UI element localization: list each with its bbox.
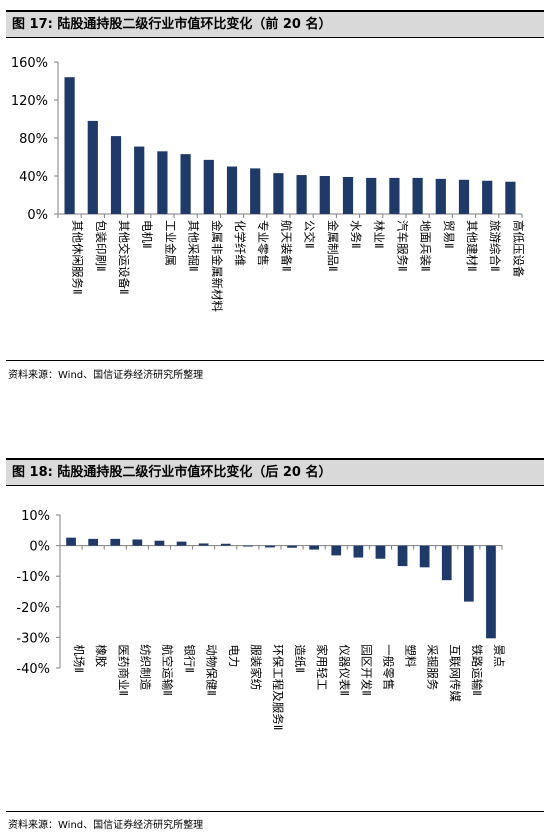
x-tick-label: 金属非金属新材料 [210,220,224,312]
bar [397,545,408,567]
bar [463,545,474,602]
x-tick-label: 其他休闲服务Ⅱ [71,220,85,295]
bar [132,539,143,546]
x-tick-label: 高低压设备 [511,220,525,278]
bar [88,538,99,546]
bar [342,176,354,214]
x-tick-label: 地面兵装Ⅱ [419,220,433,272]
x-tick-label: 橡胶 [94,644,108,667]
x-tick-label: 包装印刷Ⅱ [94,220,108,272]
y-tick-label: 0% [29,540,50,555]
x-tick-label: 其他建材Ⅱ [465,220,479,272]
figure-18-title: 图 18: 陆股通持股二级行业市值环比变化（后 20 名） [6,458,544,486]
bar [265,545,275,548]
x-tick-label: 旅游综合Ⅱ [488,220,502,272]
x-tick-label: 采掘服务 [426,644,440,690]
y-tick-label: 0% [27,208,48,223]
x-tick-label: 公交Ⅱ [303,220,317,249]
bar [198,543,209,546]
x-tick-label: 造纸Ⅱ [293,644,307,673]
bar [412,177,423,214]
x-tick-label: 机场Ⅱ [72,644,86,673]
figure-17-title: 图 17: 陆股通持股二级行业市值环比变化（前 20 名） [6,10,544,38]
bar [319,176,330,214]
bar [64,77,75,214]
x-tick-label: 其他交运设备Ⅱ [117,220,131,295]
bar [482,180,493,214]
x-tick-label: 银行Ⅱ [183,644,197,673]
x-tick-label: 其他采掘Ⅱ [187,220,201,272]
bar [226,166,238,214]
bar [435,178,446,214]
bar [389,177,400,214]
x-tick-label: 专业零售 [256,220,270,266]
x-tick-label: 园区开发Ⅱ [359,644,373,696]
y-tick-label: -20% [16,601,50,616]
x-tick-label: 互联网传媒 [448,644,462,702]
bar [110,538,121,546]
bar [157,151,168,214]
bar [87,120,98,214]
bar [375,545,386,559]
bar [134,146,145,214]
x-tick-label: 贸易Ⅱ [442,220,456,249]
bar [419,545,430,568]
x-tick-label: 景点 [492,644,506,667]
x-tick-label: 服装家纺 [249,644,263,690]
figure-18-divider [6,811,544,812]
bar [203,159,214,214]
bar [505,181,516,214]
bar [180,154,191,214]
bar [296,175,307,214]
x-tick-label: 金属制品Ⅱ [326,220,340,272]
y-tick-label: 40% [19,170,48,185]
x-tick-label: 一般零售 [381,644,395,690]
bar [287,545,297,548]
bar [110,136,122,214]
bar [220,543,231,546]
x-tick-label: 林业Ⅱ [372,220,386,249]
bar [441,545,452,581]
chart-top-20: 0% 40% 80% 120% 160% 其他休闲服务Ⅱ 包装印刷Ⅱ 其他交运设备Ⅱ 电机Ⅱ 工业… [11,56,526,312]
x-tick-label: 动物保健Ⅱ [205,644,219,696]
x-tick-label: 铁路运输Ⅱ [470,644,484,696]
bar [366,177,377,214]
bar [242,545,253,547]
y-tick-label: 160% [11,56,48,71]
bar [486,545,496,639]
y-tick-label: -30% [16,631,50,646]
bar [353,545,364,558]
chart-bottom-20: -40% -30% -20% -10% 0% 10% 机场Ⅱ 橡胶 医药商业Ⅱ 纺织制造 航空运输Ⅱ… [16,509,506,730]
bar [66,537,76,546]
x-tick-label: 航天装备Ⅱ [279,220,293,272]
x-tick-label: 环保工程及服务Ⅱ [271,644,285,730]
x-tick-label: 航空运输Ⅱ [160,644,174,696]
x-tick-label: 汽车服务Ⅱ [395,220,409,272]
x-tick-label: 电力 [227,644,241,667]
y-tick-label: -40% [16,662,50,677]
y-tick-label: -10% [16,570,50,585]
x-tick-label: 电机Ⅱ [140,220,154,249]
y-tick-label: 10% [21,509,50,524]
bar [250,168,261,214]
x-tick-label: 塑料 [404,644,418,667]
x-tick-label: 化学纤维 [233,220,247,266]
bar [176,541,187,546]
bar [331,545,342,556]
x-tick-label: 纺织制造 [138,644,152,690]
bar [458,179,470,214]
bar [273,173,284,214]
bar [309,545,320,550]
x-tick-label: 医药商业Ⅱ [116,644,130,696]
figure-18-source: 资料来源：Wind、国信证券经济研究所整理 [8,820,204,831]
figure-17-source: 资料来源：Wind、国信证券经济研究所整理 [8,370,204,381]
x-tick-label: 仪器仪表Ⅱ [337,644,351,696]
y-tick-label: 80% [19,132,48,147]
x-tick-label: 工业金属 [163,220,177,266]
x-tick-label: 家用轻工 [315,644,329,690]
y-tick-label: 120% [11,94,48,109]
x-tick-label: 水务Ⅱ [349,220,363,249]
bar [154,540,165,546]
figure-17-divider [6,360,544,361]
